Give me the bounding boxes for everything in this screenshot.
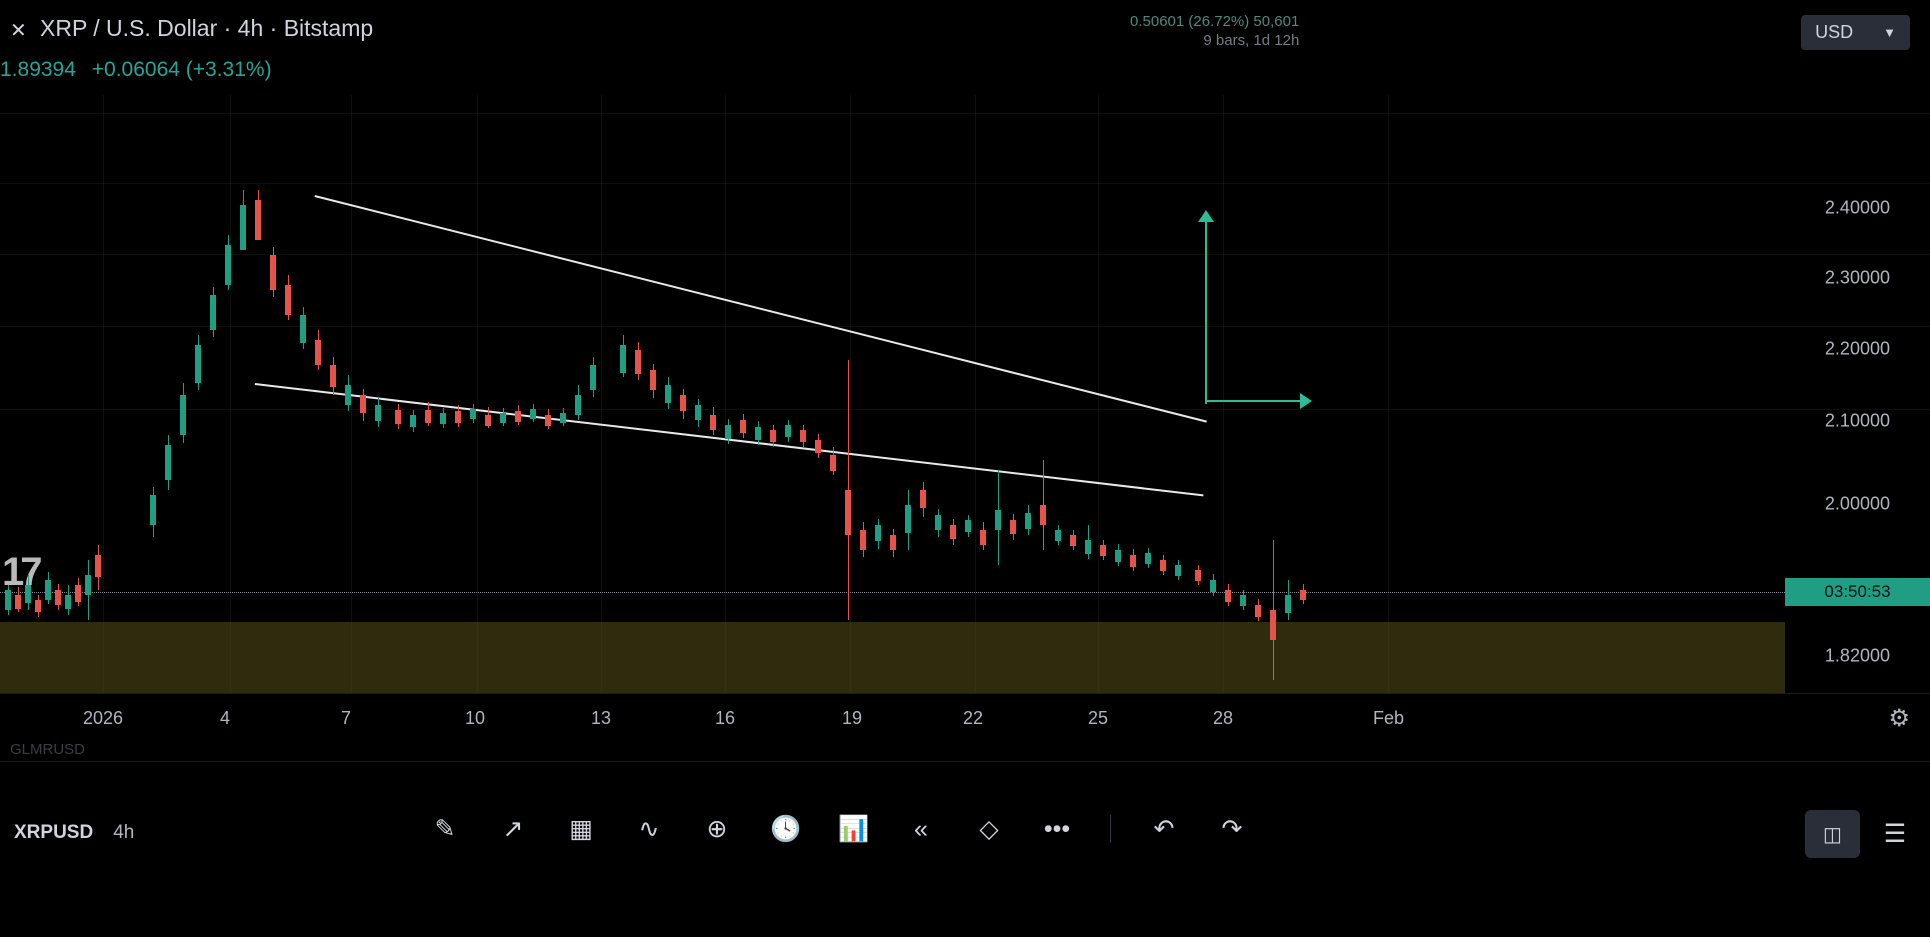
undo-icon[interactable]: ↶ (1149, 814, 1179, 844)
time-countdown-badge[interactable]: 03:50:53 (1785, 578, 1930, 606)
date-axis-label: 16 (715, 708, 735, 729)
date-axis-label: 28 (1213, 708, 1233, 729)
gear-icon[interactable]: ⚙ (1888, 704, 1910, 733)
add-alert-icon[interactable]: ⊕ (702, 814, 732, 844)
active-timeframe-label[interactable]: 4h (113, 822, 134, 844)
date-axis-label: 19 (842, 708, 862, 729)
candlestick-series[interactable] (0, 95, 1780, 693)
date-axis-label: 7 (341, 708, 351, 729)
date-axis-label: 22 (963, 708, 983, 729)
date-axis-label: 2026 (83, 708, 123, 729)
candlestick-chart-canvas[interactable]: 2.40000 2.30000 2.20000 2.10000 2.00000 … (0, 95, 1930, 693)
redo-icon[interactable]: ↷ (1217, 814, 1247, 844)
toolbar-divider (1110, 815, 1111, 843)
date-axis-label: 10 (465, 708, 485, 729)
bottom-toolbar: XRPUSD 4h ✎ ↗ ▦ ∿ ⊕ 🕓 📊 « ◇ ••• ↶ ↷ ◫ ☰ … (0, 761, 1930, 937)
price-axis-label: 2.30000 (1825, 268, 1890, 289)
trend-analysis-icon[interactable]: ↗ (498, 814, 528, 844)
date-axis-label: 25 (1088, 708, 1108, 729)
date-axis[interactable]: 2026 4 7 10 13 16 19 22 25 28 Feb ⚙ (0, 693, 1930, 741)
pencil-icon[interactable]: ✎ (430, 814, 460, 844)
close-icon[interactable]: ✕ (10, 18, 27, 43)
price-axis-label: 2.40000 (1825, 198, 1890, 219)
watchlist-row-faded[interactable]: GLMRUSD (0, 741, 1930, 761)
price-axis-label: 2.00000 (1825, 494, 1890, 515)
more-options-icon[interactable]: ••• (1042, 815, 1072, 844)
object-tree-icon[interactable]: 📊 (838, 815, 868, 844)
price-change-label: +0.06064 (+3.31%) (92, 58, 272, 81)
date-axis-label: 4 (220, 708, 230, 729)
price-axis-label: 2.10000 (1825, 411, 1890, 432)
currency-selector-label: USD (1815, 22, 1853, 43)
templates-icon[interactable]: ▦ (566, 814, 596, 844)
rewind-icon[interactable]: « (906, 815, 936, 844)
alarm-clock-icon[interactable]: 🕓 (770, 815, 800, 844)
date-axis-label: Feb (1373, 708, 1404, 729)
diamond-icon[interactable]: ◇ (974, 814, 1004, 844)
symbol-title-label[interactable]: XRP / U.S. Dollar · 4h · Bitstamp (40, 15, 373, 42)
crosshair-info-line1: 0.50601 (26.72%) 50,601 (1130, 12, 1299, 31)
date-axis-label: 13 (591, 708, 611, 729)
crosshair-info-line2: 9 bars, 1d 12h (1130, 31, 1299, 50)
price-axis-label: 1.82000 (1825, 646, 1890, 667)
zigzag-measure-icon[interactable]: ∿ (634, 814, 664, 844)
right-toolbar-group: ◫ ☰ (1805, 810, 1910, 858)
layout-panel-icon[interactable]: ☰ (1880, 819, 1910, 849)
chevron-down-icon: ▼ (1883, 25, 1896, 40)
fit-screen-button[interactable]: ◫ (1805, 810, 1860, 858)
symbol-timeframe-box[interactable]: XRPUSD 4h (14, 822, 134, 844)
active-symbol-label[interactable]: XRPUSD (14, 822, 93, 844)
current-price-label: 1.89394 (0, 58, 76, 81)
crosshair-info: 0.50601 (26.72%) 50,601 9 bars, 1d 12h (1130, 12, 1299, 50)
trading-app-window: ✕ XRP / U.S. Dollar · 4h · Bitstamp 1.89… (0, 0, 1930, 937)
currency-selector[interactable]: USD ▼ (1801, 15, 1910, 50)
chart-header: ✕ XRP / U.S. Dollar · 4h · Bitstamp 1.89… (0, 0, 1930, 95)
drawing-tools-group: ✎ ↗ ▦ ∿ ⊕ 🕓 📊 « ◇ ••• ↶ ↷ (430, 814, 1247, 844)
price-display: 1.89394 +0.06064 (+3.31%) (0, 58, 272, 82)
price-axis-label: 2.20000 (1825, 339, 1890, 360)
